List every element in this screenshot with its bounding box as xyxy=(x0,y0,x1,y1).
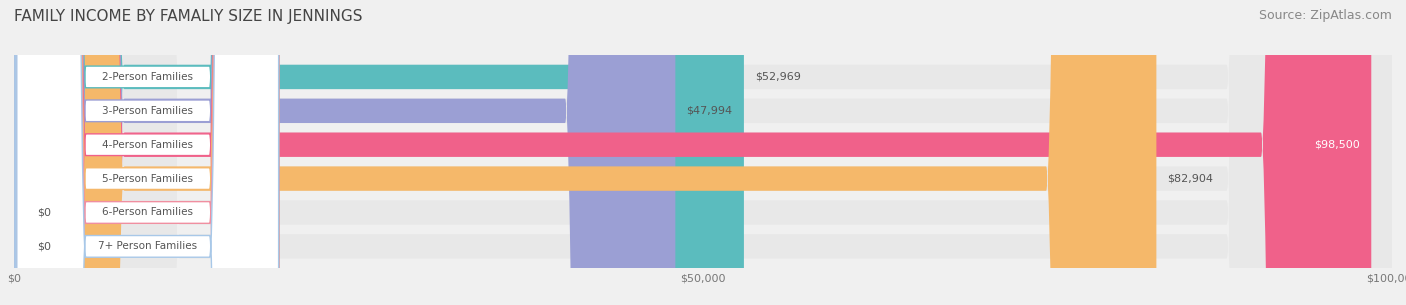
Text: 6-Person Families: 6-Person Families xyxy=(103,207,193,217)
FancyBboxPatch shape xyxy=(14,0,31,305)
FancyBboxPatch shape xyxy=(14,0,1392,305)
FancyBboxPatch shape xyxy=(14,0,744,305)
Text: $47,994: $47,994 xyxy=(686,106,733,116)
FancyBboxPatch shape xyxy=(17,0,278,305)
FancyBboxPatch shape xyxy=(14,0,1392,305)
FancyBboxPatch shape xyxy=(17,0,278,305)
Text: FAMILY INCOME BY FAMALIY SIZE IN JENNINGS: FAMILY INCOME BY FAMALIY SIZE IN JENNING… xyxy=(14,9,363,24)
FancyBboxPatch shape xyxy=(14,0,1392,305)
FancyBboxPatch shape xyxy=(14,0,675,305)
FancyBboxPatch shape xyxy=(14,0,1392,305)
Text: Source: ZipAtlas.com: Source: ZipAtlas.com xyxy=(1258,9,1392,22)
FancyBboxPatch shape xyxy=(14,0,31,305)
FancyBboxPatch shape xyxy=(17,0,278,305)
Text: $0: $0 xyxy=(38,241,52,251)
Text: 7+ Person Families: 7+ Person Families xyxy=(98,241,197,251)
FancyBboxPatch shape xyxy=(14,0,1156,305)
Text: 2-Person Families: 2-Person Families xyxy=(103,72,193,82)
FancyBboxPatch shape xyxy=(17,0,278,305)
Text: 4-Person Families: 4-Person Families xyxy=(103,140,193,150)
Text: 5-Person Families: 5-Person Families xyxy=(103,174,193,184)
Text: 3-Person Families: 3-Person Families xyxy=(103,106,193,116)
Text: $82,904: $82,904 xyxy=(1167,174,1213,184)
FancyBboxPatch shape xyxy=(14,0,1371,305)
Text: $0: $0 xyxy=(38,207,52,217)
FancyBboxPatch shape xyxy=(17,0,278,305)
FancyBboxPatch shape xyxy=(14,0,1392,305)
FancyBboxPatch shape xyxy=(14,0,1392,305)
Text: $98,500: $98,500 xyxy=(1315,140,1360,150)
Text: $52,969: $52,969 xyxy=(755,72,801,82)
FancyBboxPatch shape xyxy=(17,0,278,305)
